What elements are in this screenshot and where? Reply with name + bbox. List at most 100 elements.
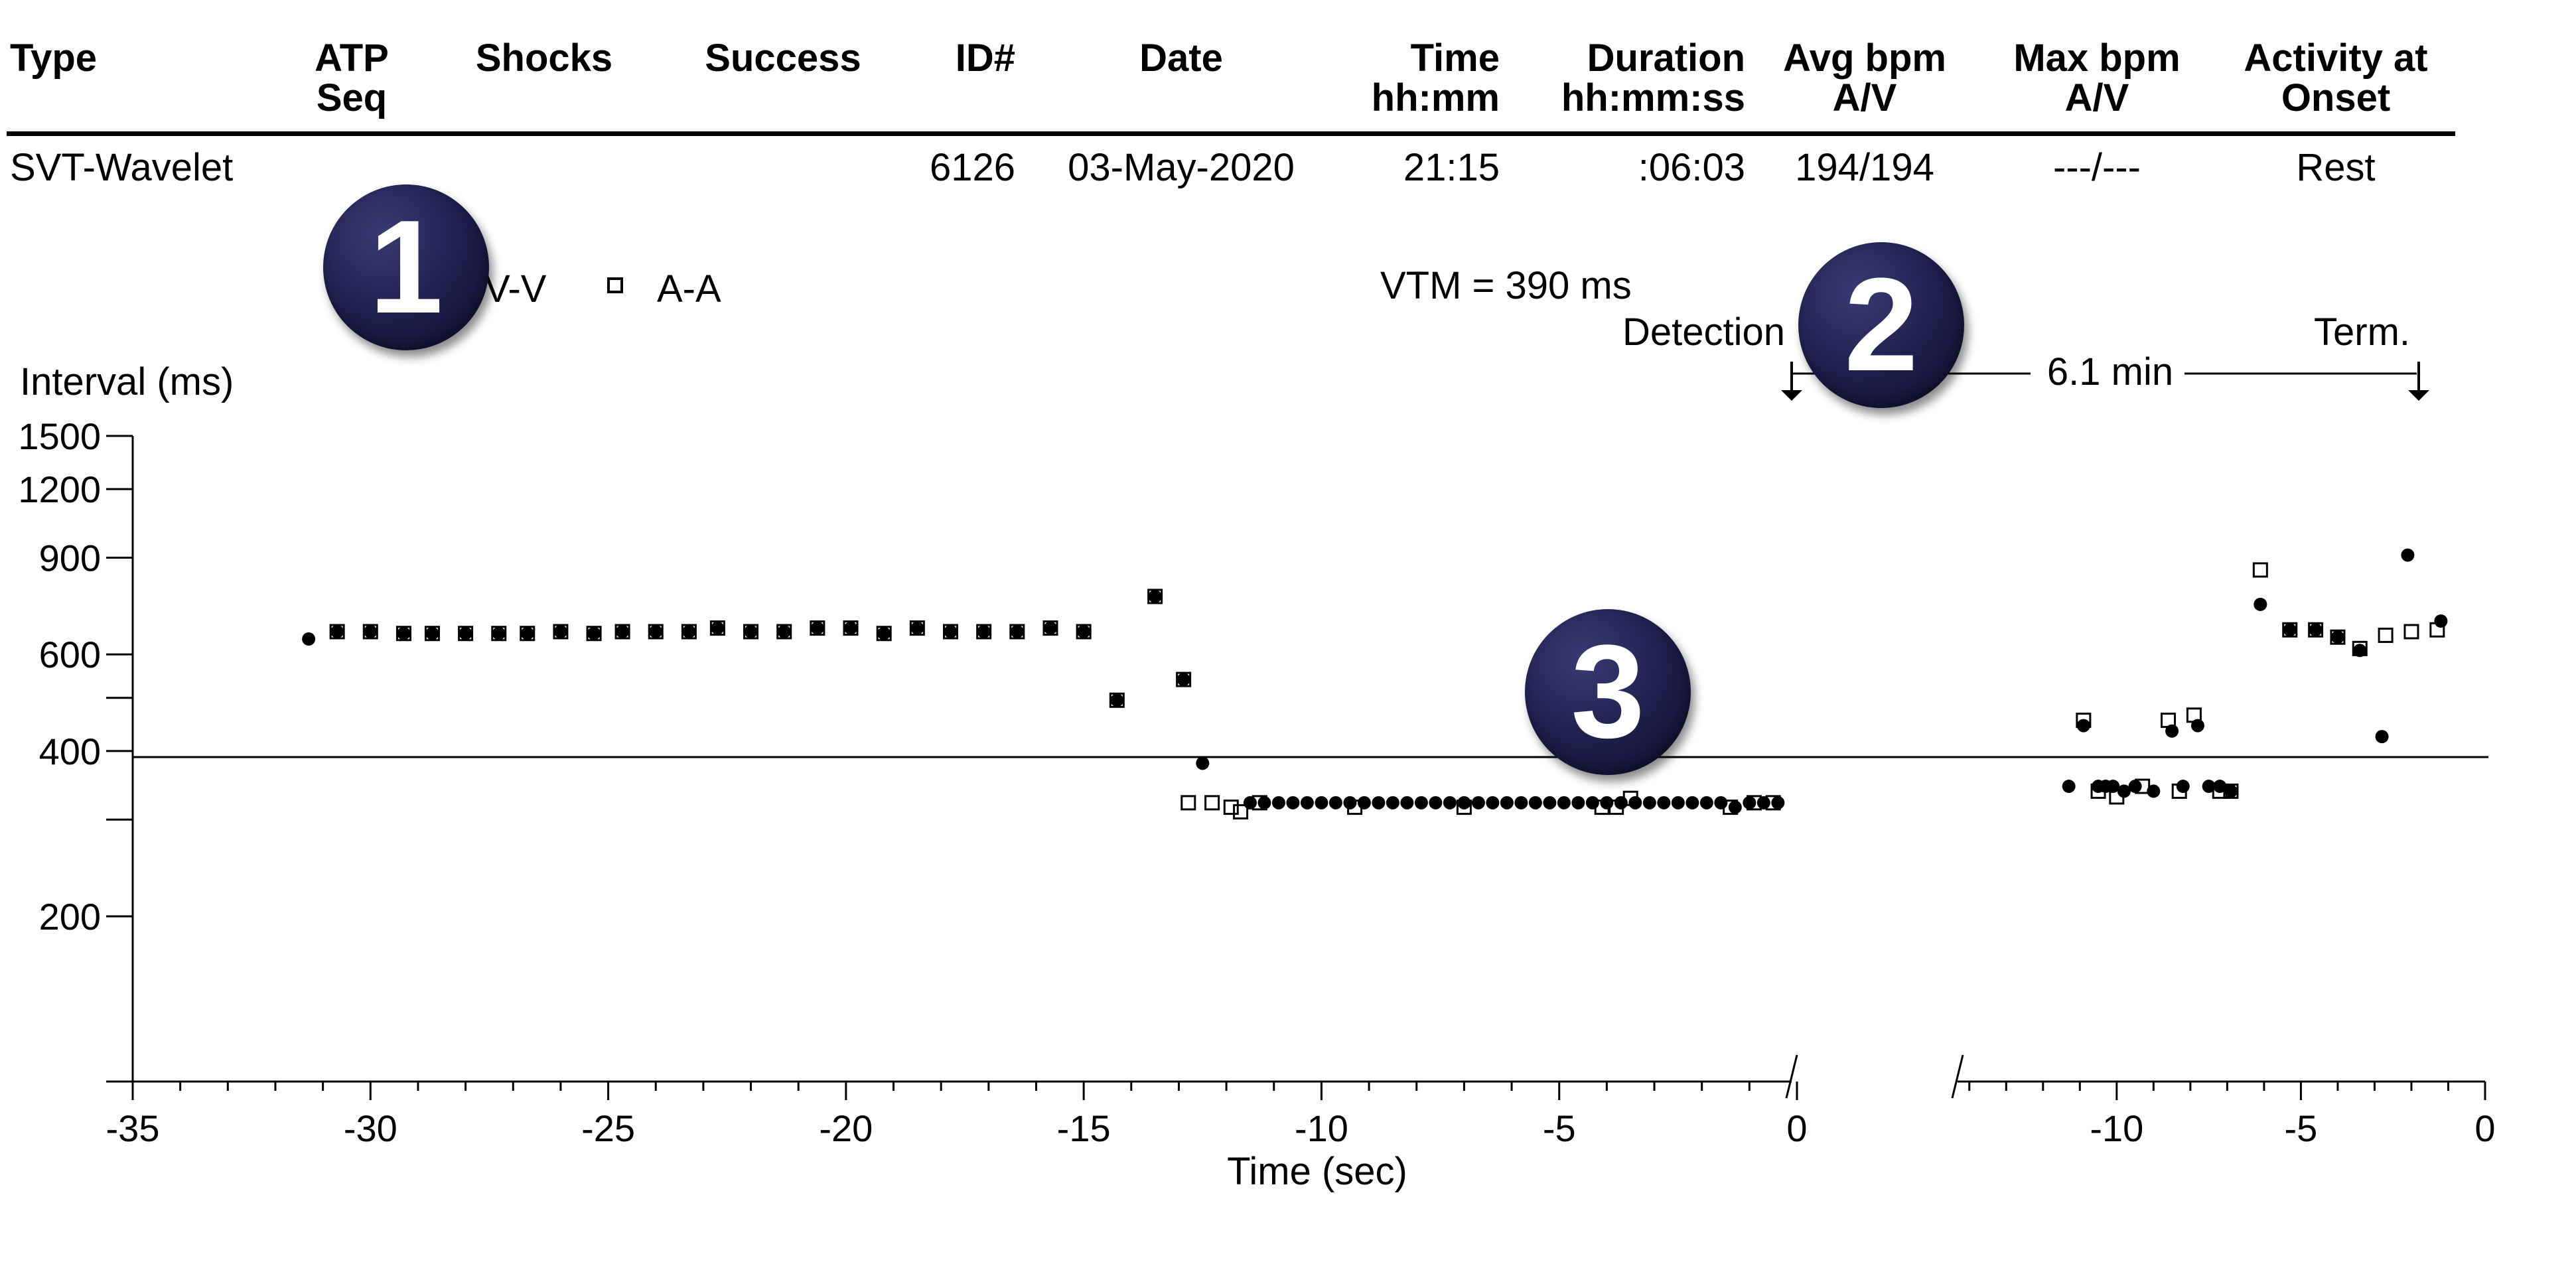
vv-point [425, 626, 439, 640]
aa-point [2076, 713, 2092, 729]
aa-point [1747, 795, 1762, 811]
legend-marker-aa [607, 277, 623, 293]
vv-point [1196, 756, 1210, 770]
vv-point [1628, 796, 1642, 809]
aa-point [876, 626, 892, 642]
aa-point [2090, 783, 2106, 799]
aa-point [843, 620, 859, 636]
vv-point [2062, 780, 2076, 794]
y-tick-label: 400 [39, 731, 101, 772]
vv-point [1077, 624, 1091, 638]
vv-point [2375, 730, 2389, 744]
aa-point [1347, 800, 1363, 815]
header-type: Type [10, 36, 98, 80]
vv-point [1514, 796, 1528, 809]
aa-point [2212, 783, 2228, 799]
vv-point [711, 621, 725, 635]
vv-point [1685, 796, 1699, 809]
vv-point [520, 626, 534, 640]
vv-point [1386, 796, 1399, 809]
aa-point [1176, 671, 1192, 687]
aa-point [2252, 562, 2268, 578]
x-tick-label: -10 [2090, 1107, 2143, 1149]
vv-point [1714, 796, 1728, 809]
vv-point [2434, 614, 2448, 628]
vv-point [397, 626, 411, 640]
cell-id: 6126 [929, 146, 1015, 189]
x-tick-label: -5 [2285, 1107, 2318, 1149]
aa-point [553, 624, 569, 640]
header-id: ID# [955, 36, 1015, 80]
vv-point [1400, 796, 1414, 809]
aa-point [1147, 589, 1163, 604]
x-tick-label: -10 [1295, 1107, 1348, 1149]
aa-point [2403, 624, 2419, 640]
x-tick-label: -25 [581, 1107, 635, 1149]
aa-point [810, 620, 825, 636]
vv-point [1271, 796, 1285, 809]
header-avg-bpm: Avg bpm A/V [1783, 36, 1946, 119]
vv-point [2353, 644, 2367, 658]
vv-point [1500, 796, 1514, 809]
vv-point [1771, 796, 1785, 809]
aa-point [1204, 795, 1220, 811]
vv-point [1286, 796, 1300, 809]
vv-point [1671, 796, 1685, 809]
vv-point [1243, 796, 1257, 809]
vv-point [744, 624, 758, 638]
aa-point [648, 624, 664, 640]
vv-point [1043, 621, 1057, 635]
aa-point [976, 624, 992, 640]
header-duration: Duration hh:mm:ss [1561, 36, 1745, 119]
vv-point [1429, 796, 1443, 809]
threshold-label: VTM = 390 ms [1380, 264, 1632, 307]
x-tick-label: 0 [2474, 1107, 2495, 1149]
vv-point [1743, 796, 1756, 809]
aa-point [1042, 620, 1058, 636]
vv-point [1177, 673, 1190, 687]
vv-point [459, 626, 472, 640]
vv-point [2076, 719, 2090, 733]
aa-point [1181, 795, 1196, 811]
vv-point [302, 632, 316, 646]
aa-point [1233, 804, 1249, 819]
aa-point [743, 624, 759, 640]
vv-point [587, 626, 601, 640]
axis-break-mark [1785, 1054, 1798, 1099]
aa-point [424, 626, 440, 642]
legend-label-aa: A-A [657, 267, 721, 311]
aa-point [362, 624, 378, 640]
cell-date: 03-May-2020 [1068, 146, 1295, 189]
aa-point [520, 626, 536, 642]
vv-point [2213, 780, 2227, 794]
vv-point [682, 624, 696, 638]
cell-avg-bpm: 194/194 [1795, 146, 1934, 189]
termination-arrow-icon [2408, 390, 2429, 401]
aa-point [458, 626, 474, 642]
aa-point [2378, 627, 2394, 643]
detection-arrow-icon [1781, 390, 1802, 401]
x-tick-label: -35 [106, 1107, 160, 1149]
aa-point [614, 624, 630, 640]
aa-point [395, 626, 411, 642]
vv-point [492, 626, 506, 640]
vv-point [1528, 796, 1542, 809]
aa-point [1609, 800, 1624, 815]
vv-point [1343, 796, 1357, 809]
aa-point [2171, 783, 2187, 799]
aa-point [586, 626, 602, 642]
cell-max-bpm: ---/--- [2052, 146, 2141, 189]
vv-point [616, 624, 630, 638]
y-tick-label: 600 [39, 634, 101, 675]
vv-point [1699, 796, 1713, 809]
cell-activity: Rest [2296, 146, 2376, 189]
aa-point [2161, 713, 2177, 729]
y-tick-label: 200 [39, 896, 101, 938]
aa-point [2352, 640, 2368, 656]
aa-point [1456, 800, 1472, 815]
x-axis-title: Time (sec) [1227, 1150, 1407, 1193]
vv-point [1543, 796, 1557, 809]
vv-point [1585, 796, 1599, 809]
vv-point [844, 621, 858, 635]
